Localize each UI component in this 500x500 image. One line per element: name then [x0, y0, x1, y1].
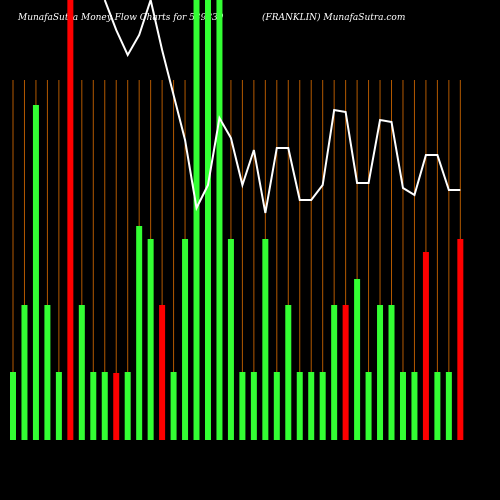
- bar: [399, 372, 406, 440]
- bar: [342, 305, 349, 440]
- bar: [101, 372, 108, 440]
- bar: [457, 239, 464, 440]
- bar: [204, 0, 211, 440]
- bar: [32, 105, 39, 440]
- bar: [319, 372, 326, 440]
- bar: [113, 373, 120, 440]
- bar: [67, 0, 74, 440]
- bar: [388, 305, 395, 440]
- bar: [216, 0, 223, 440]
- bar: [136, 226, 143, 440]
- bar: [285, 305, 292, 440]
- chart-title: MunafaSutra Money Flow Charts for 539839: [17, 13, 224, 23]
- bar: [78, 305, 85, 440]
- bar: [182, 239, 189, 440]
- bar: [296, 372, 303, 440]
- bar: [354, 279, 361, 440]
- money-flow-line: [103, 0, 461, 214]
- bar: [193, 0, 200, 440]
- bar: [159, 305, 166, 440]
- bar: [21, 305, 28, 440]
- bar: [434, 372, 441, 440]
- bar: [239, 372, 246, 440]
- bar: [250, 372, 257, 440]
- bar: [227, 239, 234, 440]
- bar: [10, 372, 16, 440]
- bar: [331, 305, 338, 440]
- bar: [124, 372, 131, 440]
- bar: [411, 372, 418, 440]
- bar: [365, 372, 372, 440]
- bar: [308, 372, 315, 440]
- bar: [377, 305, 384, 440]
- bar: [55, 372, 62, 440]
- bar: [273, 372, 280, 440]
- bar: [262, 239, 269, 440]
- bar: [44, 305, 51, 440]
- bar: [422, 252, 429, 440]
- bar: [147, 239, 154, 440]
- bar: [90, 372, 97, 440]
- bar: [445, 372, 452, 440]
- bar: [170, 372, 177, 440]
- chart-subtitle: (FRANKLIN) MunafaSutra.com: [262, 12, 405, 23]
